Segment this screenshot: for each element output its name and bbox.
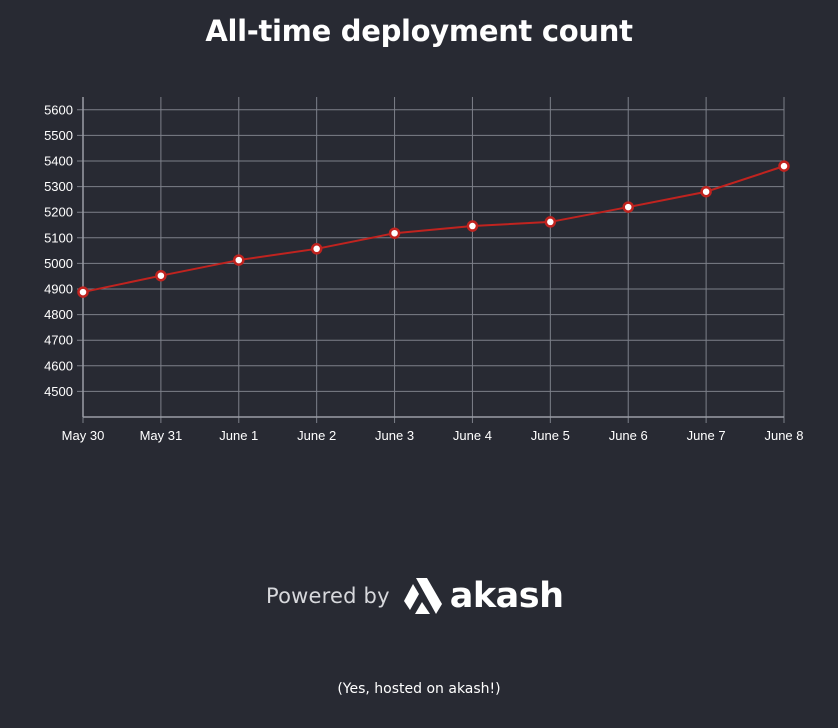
powered-by-text: Powered by xyxy=(266,584,390,608)
data-point[interactable] xyxy=(700,185,712,198)
y-tick-label: 5100 xyxy=(44,230,73,245)
x-tick-label: June 7 xyxy=(687,428,726,443)
data-point[interactable] xyxy=(155,269,167,282)
x-tick-label: June 5 xyxy=(531,428,570,443)
y-tick-label: 4600 xyxy=(44,358,73,373)
data-points xyxy=(77,160,790,298)
akash-wordmark: akash xyxy=(449,576,564,616)
hosted-note: (Yes, hosted on akash!) xyxy=(337,681,501,697)
y-tick-label: 5000 xyxy=(44,256,73,271)
x-tick-label: June 8 xyxy=(764,428,803,443)
powered-by[interactable]: Powered by akash xyxy=(266,574,564,618)
series-line xyxy=(82,165,785,294)
x-tick-label: May 31 xyxy=(140,428,183,443)
x-tick-label: June 2 xyxy=(297,428,336,443)
x-tick-label: May 30 xyxy=(62,428,105,443)
y-tick-label: 5400 xyxy=(44,154,73,169)
data-point[interactable] xyxy=(466,220,479,232)
data-point[interactable] xyxy=(310,243,323,255)
data-point[interactable] xyxy=(544,216,557,228)
x-tick-label: June 1 xyxy=(219,428,258,443)
y-tick-label: 5500 xyxy=(44,128,73,143)
data-point[interactable] xyxy=(778,160,790,172)
akash-logo-icon xyxy=(403,578,442,614)
y-tick-label: 4700 xyxy=(44,333,73,348)
line-chart: 4500 4600 4700 4800 4900 5000 5100 5200 5300 5400… xyxy=(44,97,804,443)
y-tick-label: 5200 xyxy=(44,205,73,220)
x-tick-labels: May 30 May 31 June 1 June 2 June 3 June 4 June… xyxy=(62,428,804,443)
page-title: All-time deployment count xyxy=(205,14,633,48)
axes xyxy=(82,97,784,418)
data-point[interactable] xyxy=(388,227,401,239)
y-tick-label: 5300 xyxy=(44,179,73,194)
y-tick-label: 4500 xyxy=(44,384,73,399)
x-tick-label: June 6 xyxy=(609,428,648,443)
data-point[interactable] xyxy=(233,254,245,266)
y-tick-labels: 4500 4600 4700 4800 4900 5000 5100 5200 5300 5400… xyxy=(44,102,73,399)
series-line xyxy=(82,165,785,294)
data-point[interactable] xyxy=(622,201,634,213)
grid-lines xyxy=(77,97,785,423)
y-tick-label: 4900 xyxy=(44,282,73,297)
x-tick-label: June 3 xyxy=(375,428,414,443)
x-tick-label: June 4 xyxy=(453,428,492,443)
data-point[interactable] xyxy=(77,286,89,298)
y-tick-label: 4800 xyxy=(44,307,73,322)
y-tick-label: 5600 xyxy=(44,102,73,117)
